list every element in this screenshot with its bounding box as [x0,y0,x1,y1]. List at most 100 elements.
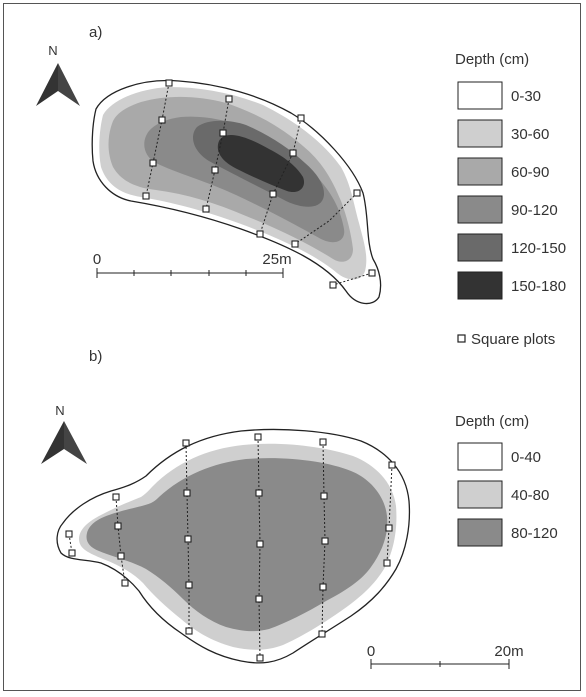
transect-a-4 [294,192,358,245]
square-plot [225,95,233,103]
legend-label: 150-180 [511,278,566,295]
legend-label: 120-150 [511,240,566,257]
panel-a-label: a) [89,24,102,41]
lake-a-square-plots [142,79,376,289]
north-arrow-b-left [41,421,64,464]
square-plot [112,493,120,501]
north-arrow-b: N [41,403,87,464]
legend-label: 60-90 [511,164,549,181]
scale-bar-a [96,268,284,278]
legend-swatch [457,119,503,148]
legend-swatch [457,81,503,110]
transect-a-3 [259,117,302,235]
square-plot [211,166,219,174]
square-plot [289,149,297,157]
square-plot [65,530,73,538]
legend-label: 40-80 [511,487,549,504]
lake-a-transects [145,82,373,286]
square-plot [219,129,227,137]
square-plot [202,205,210,213]
north-arrow-b-label: N [55,403,64,418]
square-plot [269,190,277,198]
scale-b-end-label: 20m [494,643,523,660]
legend-label: 0-30 [511,88,541,105]
lake-a-map [91,79,382,305]
legend-b-items: 0-40 40-80 80-120 [457,442,558,547]
legend-a-items: 0-30 30-60 60-90 90-120 120-150 150-180 [457,81,566,300]
square-plot [149,159,157,167]
scale-bar-b [370,659,510,669]
north-arrow-a-label: N [48,43,57,58]
square-plot [353,189,361,197]
square-plot [256,654,264,662]
legend-swatch [457,271,503,300]
square-plot [385,524,393,532]
square-plot [255,489,263,497]
scale-a-end-label: 25m [262,251,291,268]
square-plot [319,438,327,446]
transect-b-1 [115,496,126,584]
square-plot [183,489,191,497]
square-plots-legend: Square plots [457,331,555,348]
lake-a-zone-150-180 [217,135,305,193]
square-plot-legend-icon [457,334,466,343]
square-plot [318,630,326,638]
square-plot [321,537,329,545]
panel-a: a) N [36,24,566,305]
figure-frame: a) N [3,3,581,691]
legend-swatch [457,195,503,224]
square-plot [142,192,150,200]
square-plot [256,230,264,238]
figure-canvas: a) N [36,24,566,669]
transect-b-5 [386,464,393,564]
transect-b-3 [257,436,261,659]
north-arrow-a-right [58,63,80,106]
square-plot [256,540,264,548]
square-plot [368,269,376,277]
square-plot [388,461,396,469]
legend-swatch [457,157,503,186]
square-plot [165,79,173,87]
square-plot [68,549,76,557]
square-plot [254,433,262,441]
lake-b-square-plots [65,433,396,662]
square-plot [329,281,337,289]
square-plot [117,552,125,560]
panel-b: b) N [41,348,558,669]
square-plot [320,492,328,500]
square-plot [158,116,166,124]
square-plot [184,535,192,543]
square-plot [319,583,327,591]
square-plot [114,522,122,530]
transect-b-4 [321,441,326,635]
lake-b-map [56,428,411,664]
square-plot [297,114,305,122]
square-plot [291,240,299,248]
north-arrow-b-right [64,421,87,464]
legend-swatch [457,518,503,547]
legend-label: 90-120 [511,202,558,219]
legend-swatch [457,480,503,509]
legend-label: 0-40 [511,449,541,466]
north-arrow-a-left [36,63,58,106]
legend-b: Depth (cm) 0-40 40-80 80-120 [455,413,558,547]
legend-swatch [457,233,503,262]
square-plot [185,627,193,635]
square-plot [255,595,263,603]
legend-a: Depth (cm) 0-30 30-60 60-90 90-120 120-150 15… [455,51,566,300]
square-plot [383,559,391,567]
scale-b-start-label: 0 [367,643,375,660]
square-plots-label: Square plots [471,331,555,348]
square-plot [185,581,193,589]
transect-a-2 [205,98,230,210]
legend-a-title: Depth (cm) [455,51,529,68]
north-arrow-a: N [36,43,80,106]
transect-a-5 [332,272,373,286]
square-plot [182,439,190,447]
legend-label: 30-60 [511,126,549,143]
legend-label: 80-120 [511,525,558,542]
lake-b-transects [68,436,393,659]
square-plot [121,579,129,587]
scale-a-start-label: 0 [93,251,101,268]
legend-swatch [457,442,503,471]
